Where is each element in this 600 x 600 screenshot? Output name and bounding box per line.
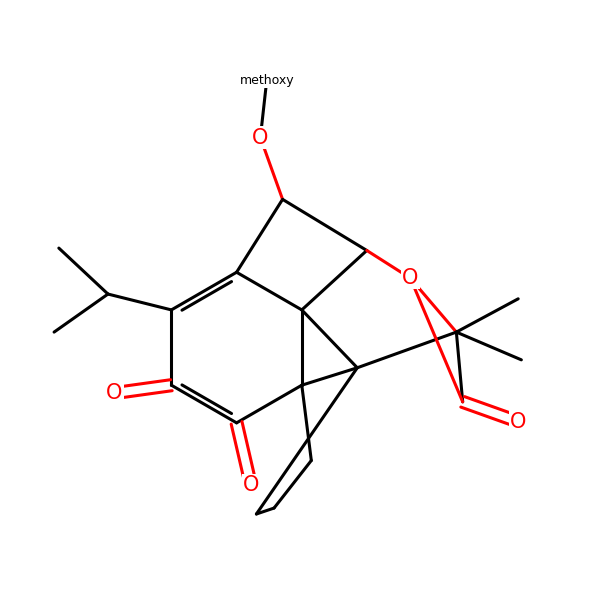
Text: O: O xyxy=(252,128,269,148)
Text: methoxy: methoxy xyxy=(239,74,294,87)
Text: O: O xyxy=(106,383,122,403)
Text: O: O xyxy=(402,268,419,288)
Text: O: O xyxy=(242,475,259,494)
Text: O: O xyxy=(510,412,526,431)
